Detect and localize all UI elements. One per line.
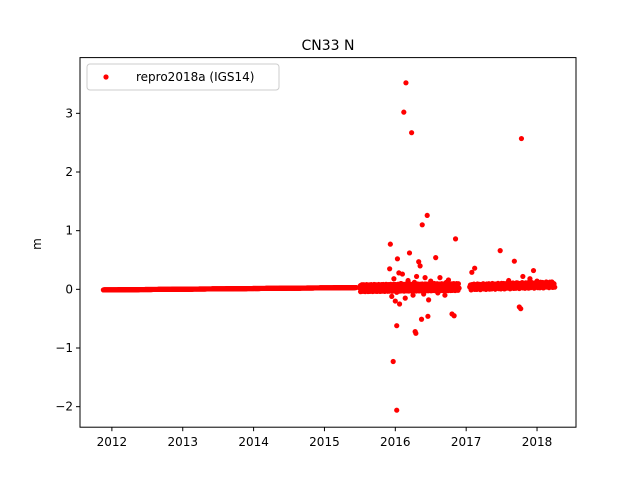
y-tick-label: 0 bbox=[65, 282, 73, 296]
data-point bbox=[396, 301, 403, 307]
x-tick-label: 2018 bbox=[522, 435, 553, 449]
data-point bbox=[443, 279, 449, 285]
y-tick-label: 3 bbox=[65, 106, 73, 120]
data-point bbox=[547, 279, 553, 285]
data-point bbox=[452, 236, 459, 242]
data-point bbox=[506, 277, 512, 284]
legend-marker bbox=[103, 74, 109, 80]
y-tick-label: −2 bbox=[55, 400, 73, 414]
x-tick-label: 2013 bbox=[167, 435, 198, 449]
data-point bbox=[394, 256, 401, 262]
data-point bbox=[390, 358, 396, 365]
data-point bbox=[410, 292, 416, 298]
data-point bbox=[455, 281, 461, 287]
data-point bbox=[406, 250, 413, 256]
data-point bbox=[387, 241, 393, 247]
data-point bbox=[469, 269, 475, 275]
data-point bbox=[523, 280, 530, 287]
x-tick-label: 2012 bbox=[97, 435, 128, 449]
data-point bbox=[402, 295, 408, 301]
data-point bbox=[401, 109, 407, 115]
x-tick-label: 2015 bbox=[309, 435, 340, 449]
data-point bbox=[399, 271, 405, 277]
data-point bbox=[392, 298, 398, 304]
y-tick-label: −1 bbox=[55, 341, 73, 355]
data-point bbox=[422, 275, 428, 281]
data-point bbox=[511, 258, 517, 264]
data-point bbox=[394, 407, 400, 413]
data-point bbox=[398, 280, 404, 287]
chart-title: CN33 N bbox=[302, 38, 355, 54]
data-point bbox=[409, 130, 415, 136]
scatter-points bbox=[100, 80, 558, 413]
data-point bbox=[425, 313, 431, 319]
data-point bbox=[552, 284, 558, 290]
axis-ticks: 2012 2013 2014 2015 2016 2017 2018 −2 −1 0 1 2 3 bbox=[55, 106, 552, 449]
data-point bbox=[433, 255, 439, 261]
data-point bbox=[518, 135, 525, 142]
data-point bbox=[411, 279, 418, 285]
data-point bbox=[530, 267, 537, 274]
data-point bbox=[405, 277, 411, 284]
data-point bbox=[413, 273, 420, 280]
data-point bbox=[472, 265, 478, 271]
y-tick-label: 1 bbox=[65, 224, 73, 238]
data-point bbox=[389, 293, 395, 299]
data-point bbox=[417, 263, 423, 269]
data-point bbox=[497, 248, 503, 254]
x-tick-label: 2016 bbox=[380, 435, 411, 449]
x-tick-label: 2014 bbox=[238, 435, 269, 449]
data-point bbox=[431, 280, 437, 287]
y-tick-label: 2 bbox=[65, 165, 73, 179]
legend: repro2018a (IGS14) bbox=[86, 63, 280, 91]
data-point bbox=[394, 323, 400, 329]
y-axis-label: m bbox=[30, 238, 44, 250]
legend-box bbox=[86, 63, 280, 91]
data-point bbox=[419, 222, 425, 228]
data-point bbox=[534, 278, 540, 284]
data-point bbox=[527, 276, 533, 282]
plot-frame bbox=[79, 57, 577, 428]
x-tick-label: 2017 bbox=[451, 435, 482, 449]
data-point bbox=[426, 297, 432, 303]
data-point bbox=[387, 266, 393, 272]
data-point bbox=[451, 313, 457, 319]
data-point bbox=[520, 273, 526, 280]
legend-entry-label: repro2018a (IGS14) bbox=[136, 70, 254, 84]
data-point bbox=[518, 306, 524, 312]
data-point bbox=[418, 316, 425, 322]
data-point bbox=[435, 290, 441, 296]
data-point bbox=[421, 291, 427, 297]
data-point bbox=[456, 285, 462, 291]
data-point bbox=[391, 276, 397, 282]
data-point bbox=[424, 212, 430, 219]
data-point bbox=[437, 275, 443, 281]
data-point bbox=[403, 80, 409, 86]
data-point bbox=[394, 289, 400, 295]
data-point bbox=[442, 292, 448, 298]
data-point bbox=[416, 259, 422, 265]
data-point bbox=[514, 280, 520, 286]
data-point bbox=[413, 330, 419, 336]
